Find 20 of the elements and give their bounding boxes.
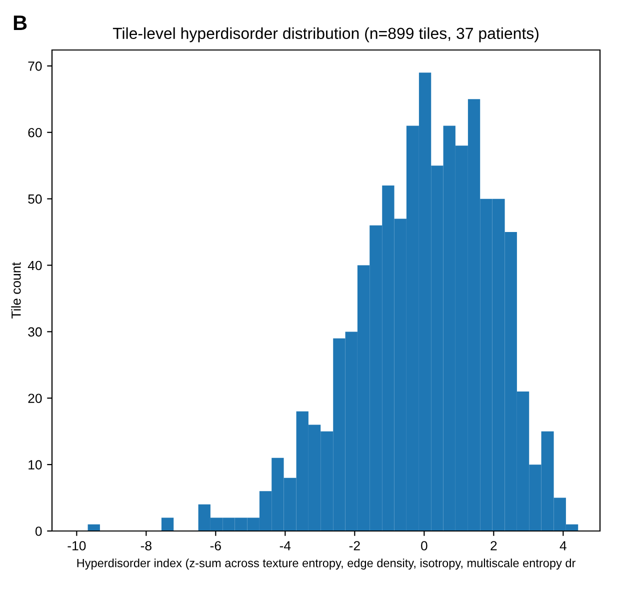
y-tick-label: 20 — [28, 394, 42, 404]
x-tick-label: 0 — [421, 541, 428, 550]
x-axis-title: Hyperdisorder index (z-sum across texture entropy, edge density, isotropy, multiscale entropy dr — [77, 558, 576, 570]
x-tick-label: -6 — [210, 541, 221, 550]
y-tick-label: 40 — [28, 260, 42, 270]
y-tick-label: 30 — [28, 327, 42, 337]
x-tick-label: -2 — [349, 541, 360, 550]
y-axis-title: Tile count — [11, 262, 21, 319]
y-tick-label: 0 — [35, 526, 42, 536]
x-tick-label: -8 — [140, 541, 152, 550]
x-tick-label: -4 — [280, 541, 291, 550]
y-tick-label: 60 — [28, 128, 42, 138]
y-tick-label: 10 — [28, 460, 42, 470]
chart-title: Tile-level hyperdisorder distribution (n=899 tiles, 37 patients) — [112, 27, 538, 42]
text: B — [14, 16, 27, 30]
x-tick-label: 2 — [490, 541, 497, 550]
x-tick-label: -10 — [68, 541, 86, 550]
y-tick-label: 50 — [28, 194, 42, 204]
y-tick-label: 70 — [28, 62, 42, 71]
x-tick-label: 4 — [560, 541, 566, 550]
